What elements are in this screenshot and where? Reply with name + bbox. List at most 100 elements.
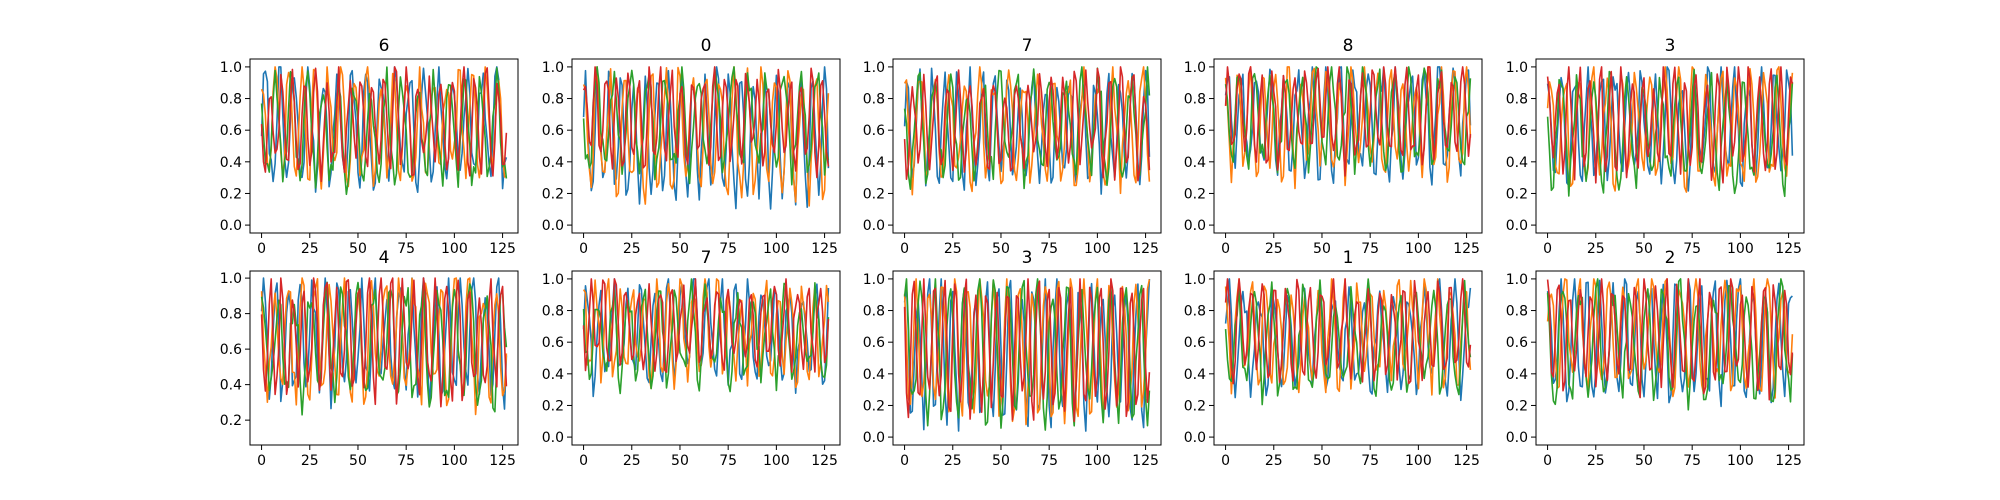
series-line-2 — [903, 278, 1151, 431]
y-tick-label: 0.6 — [1184, 123, 1206, 139]
x-tick-label: 75 — [397, 241, 415, 257]
x-tick-label: 75 — [719, 241, 737, 257]
y-tick-label: 1.0 — [542, 272, 564, 288]
y-tick-label: 0.2 — [542, 186, 564, 202]
panel-2: 7 0 25 50 75 100 125 0.0 0.2 0.4 0.6 0.8 1.0 — [863, 36, 1162, 257]
y-tick-label: 0.4 — [220, 155, 242, 171]
panel-6: 7 0 25 50 75 100 125 0.0 0.2 0.4 0.6 0.8 1.0 — [542, 248, 841, 469]
x-tick-label: 0 — [257, 453, 266, 469]
y-tick-label: 0.6 — [542, 123, 564, 139]
x-tick-label: 125 — [1775, 453, 1802, 469]
series-line-2 — [1546, 278, 1794, 411]
x-tick-label: 0 — [1221, 453, 1230, 469]
x-tick-label: 75 — [1361, 241, 1379, 257]
y-tick-label: 0.2 — [863, 398, 885, 414]
series-line-3 — [260, 277, 508, 408]
y-tick-label: 0.6 — [863, 335, 885, 351]
y-tick-label: 0.4 — [1506, 367, 1528, 383]
x-tick-label: 50 — [1635, 453, 1653, 469]
series-line-3 — [260, 66, 508, 183]
x-tick-label: 125 — [811, 453, 838, 469]
x-tick-label: 125 — [489, 241, 516, 257]
x-tick-label: 100 — [441, 241, 468, 257]
series-line-1 — [903, 278, 1151, 426]
y-tick-label: 0.8 — [1184, 92, 1206, 108]
x-tick-label: 100 — [1405, 241, 1432, 257]
series-line-3 — [1224, 66, 1472, 177]
x-tick-label: 125 — [1775, 241, 1802, 257]
panel-title: 3 — [1665, 36, 1676, 56]
x-tick-label: 100 — [1727, 241, 1754, 257]
series-line-3 — [1224, 278, 1472, 385]
x-tick-label: 0 — [1543, 453, 1552, 469]
y-tick-label: 0.6 — [220, 342, 242, 358]
y-tick-label: 0.2 — [1184, 398, 1206, 414]
y-tick-label: 0.8 — [1506, 92, 1528, 108]
axes-frame — [249, 58, 519, 234]
y-tick-label: 0.4 — [542, 155, 564, 171]
y-tick-label: 0.8 — [220, 92, 242, 108]
y-tick-label: 1.0 — [220, 271, 242, 287]
panel-title: 6 — [379, 36, 390, 56]
series-line-2 — [903, 66, 1151, 190]
panel-title: 7 — [1022, 36, 1033, 56]
y-tick-label: 0.0 — [863, 430, 885, 446]
x-tick-label: 25 — [944, 453, 962, 469]
x-tick-label: 25 — [1587, 241, 1605, 257]
x-tick-label: 0 — [900, 241, 909, 257]
series-line-2 — [1546, 68, 1794, 198]
y-tick-label: 0.2 — [220, 413, 242, 429]
y-tick-label: 0.0 — [542, 430, 564, 446]
x-tick-label: 125 — [489, 453, 516, 469]
x-tick-label: 25 — [1587, 453, 1605, 469]
y-tick-label: 0.6 — [1184, 335, 1206, 351]
y-tick-label: 1.0 — [220, 60, 242, 76]
panel-0: 6 0 25 50 75 100 125 0.0 0.2 0.4 0.6 0.8 1.0 — [220, 36, 519, 257]
y-tick-label: 1.0 — [1184, 272, 1206, 288]
y-tick-label: 0.4 — [542, 367, 564, 383]
series-line-1 — [260, 277, 508, 416]
x-tick-label: 75 — [1683, 241, 1701, 257]
y-tick-label: 0.0 — [1506, 218, 1528, 234]
series-line-1 — [582, 66, 830, 207]
y-tick-label: 0.8 — [220, 307, 242, 323]
y-tick-label: 0.4 — [863, 155, 885, 171]
x-tick-label: 75 — [1040, 453, 1058, 469]
panel-title: 0 — [701, 36, 712, 56]
y-tick-label: 0.4 — [863, 367, 885, 383]
x-tick-label: 25 — [1265, 241, 1283, 257]
panel-title: 4 — [379, 248, 390, 268]
panel-3: 8 0 25 50 75 100 125 0.0 0.2 0.4 0.6 0.8 1.0 — [1184, 36, 1483, 257]
x-tick-label: 0 — [579, 241, 588, 257]
y-tick-label: 0.6 — [542, 335, 564, 351]
axes-frame — [892, 270, 1162, 446]
y-tick-label: 0.6 — [1506, 335, 1528, 351]
x-tick-label: 50 — [1635, 241, 1653, 257]
x-tick-label: 0 — [1221, 241, 1230, 257]
series-line-3 — [903, 66, 1151, 182]
x-tick-label: 125 — [1453, 453, 1480, 469]
y-tick-label: 1.0 — [1506, 60, 1528, 76]
axes-frame — [892, 58, 1162, 234]
y-tick-label: 0.4 — [1506, 155, 1528, 171]
series-line-2 — [1224, 66, 1472, 175]
x-tick-label: 0 — [900, 453, 909, 469]
x-tick-label: 125 — [1453, 241, 1480, 257]
x-tick-label: 25 — [301, 241, 319, 257]
series-line-3 — [903, 278, 1151, 423]
y-tick-label: 0.2 — [1184, 186, 1206, 202]
x-tick-label: 50 — [1313, 241, 1331, 257]
y-tick-label: 0.6 — [1506, 123, 1528, 139]
y-tick-label: 0.0 — [1184, 430, 1206, 446]
x-tick-label: 50 — [671, 453, 689, 469]
axes-frame — [249, 270, 519, 446]
axes-frame — [1535, 270, 1805, 446]
panel-4: 3 0 25 50 75 100 125 0.0 0.2 0.4 0.6 0.8 1.0 — [1506, 36, 1805, 257]
y-tick-label: 0.8 — [542, 92, 564, 108]
y-tick-label: 0.0 — [1506, 430, 1528, 446]
series-line-3 — [582, 66, 830, 179]
y-tick-label: 1.0 — [1506, 272, 1528, 288]
y-tick-label: 0.6 — [863, 123, 885, 139]
series-line-2 — [582, 278, 830, 395]
